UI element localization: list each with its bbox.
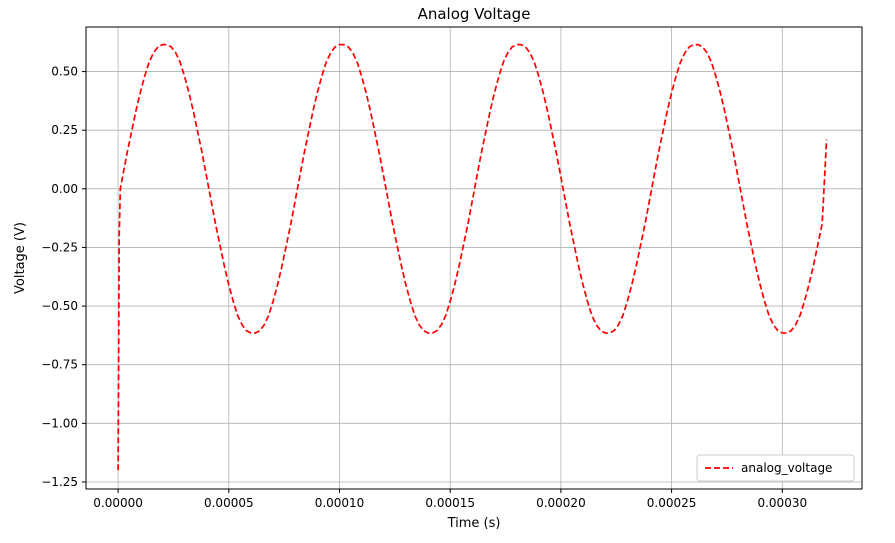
- y-axis-title: Voltage (V): [13, 222, 28, 294]
- y-tick-label: −1.25: [41, 475, 78, 489]
- x-tick-label: 0.00030: [757, 496, 807, 510]
- y-tick-label: −1.00: [41, 416, 78, 430]
- y-tick-label: −0.50: [41, 299, 78, 313]
- x-tick-label: 0.00015: [425, 496, 475, 510]
- y-tick-label: 0.50: [51, 65, 78, 79]
- x-tick-label: 0.00020: [536, 496, 586, 510]
- legend: analog_voltage: [696, 454, 855, 482]
- chart-title: Analog Voltage: [418, 5, 531, 23]
- x-axis-title: Time (s): [447, 516, 501, 531]
- series-line-analog_voltage: [117, 43, 828, 471]
- y-tick-label: 0.00: [51, 182, 78, 196]
- legend-box: [696, 454, 855, 482]
- axis-ticks: 0.00000 0.00005 0.00010 0.00015 0.00020 0.000…: [41, 65, 807, 510]
- y-tick-label: −0.25: [41, 240, 78, 254]
- series-layer: [117, 43, 828, 471]
- legend-label: analog_voltage: [741, 461, 832, 475]
- y-tick-label: 0.25: [51, 123, 78, 137]
- y-tick-label: −0.75: [41, 358, 78, 372]
- grid-lines: [86, 27, 862, 489]
- plot-frame: [85, 26, 863, 490]
- x-tick-label: 0.00000: [93, 496, 143, 510]
- x-tick-label: 0.00010: [315, 496, 365, 510]
- x-tick-label: 0.00005: [204, 496, 254, 510]
- x-tick-label: 0.00025: [647, 496, 697, 510]
